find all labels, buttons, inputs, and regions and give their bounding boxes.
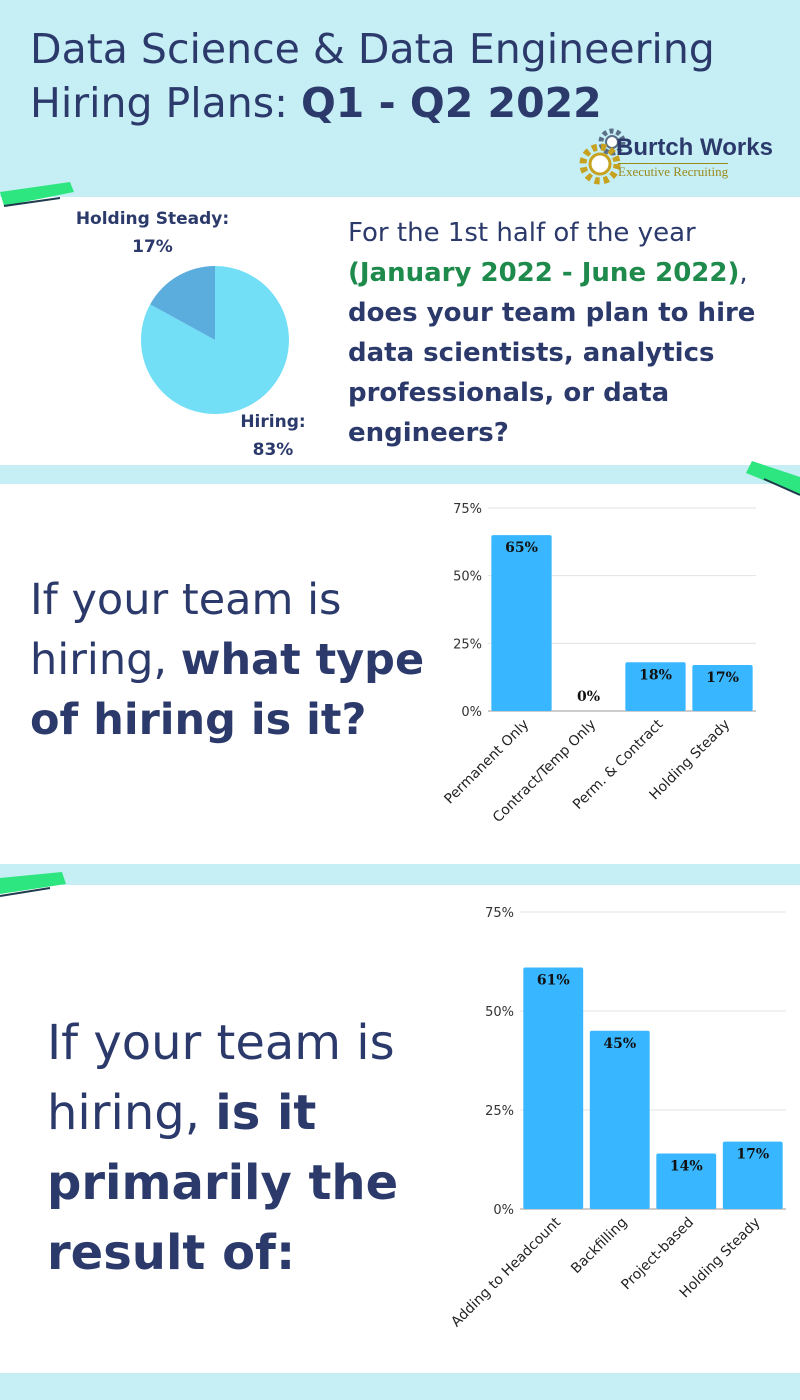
title-plain: Hiring Plans: — [30, 79, 301, 127]
pie-slice-holding — [150, 266, 215, 340]
pie-label-holding-name: Holding Steady: — [75, 209, 230, 229]
question-1-comma: , — [739, 258, 748, 288]
y-tick-label: 0% — [461, 705, 482, 720]
bar — [523, 967, 584, 1209]
logo-name: Burtch Works — [616, 134, 773, 161]
y-tick-label: 25% — [485, 1104, 514, 1119]
data-label: 65% — [505, 540, 538, 556]
y-tick-label: 50% — [485, 1005, 514, 1020]
data-label: 18% — [639, 667, 672, 683]
pie-label-holding: Holding Steady: 17% — [60, 205, 245, 261]
hiring-reason-panel — [0, 885, 800, 1373]
hiring-pie-chart — [141, 266, 289, 414]
tape-decoration-3 — [0, 872, 66, 897]
y-tick-label: 75% — [453, 502, 482, 517]
title-quarter: Q1 - Q2 2022 — [300, 79, 602, 127]
y-tick-label: 75% — [485, 906, 514, 921]
pie-label-hiring-name: Hiring: — [240, 412, 306, 432]
y-tick-label: 0% — [493, 1203, 514, 1218]
pie-panel — [0, 197, 800, 465]
question-1: For the 1st half of the year (January 202… — [348, 213, 788, 453]
bar — [589, 1030, 650, 1209]
x-category-label: Adding to Headcount — [448, 1214, 564, 1330]
data-label: 45% — [603, 1036, 636, 1052]
question-1-intro: For the 1st half of the year — [348, 218, 696, 248]
question-2-bold: what type of hiring is it? — [30, 635, 425, 745]
question-3-bold: is it primarily the result of: — [47, 1085, 399, 1281]
bar — [625, 662, 686, 711]
question-1-date-range: (January 2022 - June 2022) — [348, 258, 740, 288]
hiring-reason-bar-chart: 0% 25% 50% 75% 61% Adding to Headcount 45% Back… — [448, 906, 786, 1330]
data-label: 61% — [537, 972, 570, 988]
hiring-type-bar-chart: 0%25%50%75%65%Permanent Only0%Contract/T… — [441, 502, 756, 826]
bar — [722, 1141, 783, 1209]
tape-decoration-1 — [0, 182, 74, 207]
y-tick-label: 25% — [453, 637, 482, 652]
question-3: If your team is hiring, is it primarily … — [47, 1008, 427, 1288]
tape-decoration-2 — [746, 461, 800, 496]
pie-label-holding-value: 17% — [132, 237, 173, 257]
data-label: 17% — [736, 1147, 769, 1163]
logo-tagline: Executive Recruiting — [618, 163, 729, 179]
burtch-works-logo: Burtch Works Executive Recruiting — [578, 128, 793, 192]
question-3-plain: If your team is hiring, — [47, 1015, 395, 1141]
bar — [491, 535, 552, 711]
gear-icon — [579, 128, 626, 185]
data-label: 17% — [706, 670, 739, 686]
title-line-2: Hiring Plans: Q1 - Q2 2022 — [30, 76, 790, 130]
title-line-1: Data Science & Data Engineering — [30, 25, 715, 73]
data-label: 0% — [577, 689, 600, 705]
y-tick-label: 50% — [453, 570, 482, 585]
question-1-bold: does your team plan to hire data scienti… — [348, 298, 756, 448]
bar — [692, 664, 753, 711]
pie-label-hiring-value: 83% — [252, 440, 294, 460]
question-2: If your team is hiring, what type of hir… — [30, 570, 430, 750]
pie-label-hiring: Hiring: 83% — [228, 408, 318, 464]
data-label: 14% — [670, 1159, 703, 1175]
x-category-label: Backfilling — [568, 1215, 630, 1277]
bar — [656, 1153, 717, 1209]
question-2-plain: If your team is hiring, — [30, 575, 342, 685]
page-title: Data Science & Data Engineering Hiring P… — [30, 22, 790, 130]
